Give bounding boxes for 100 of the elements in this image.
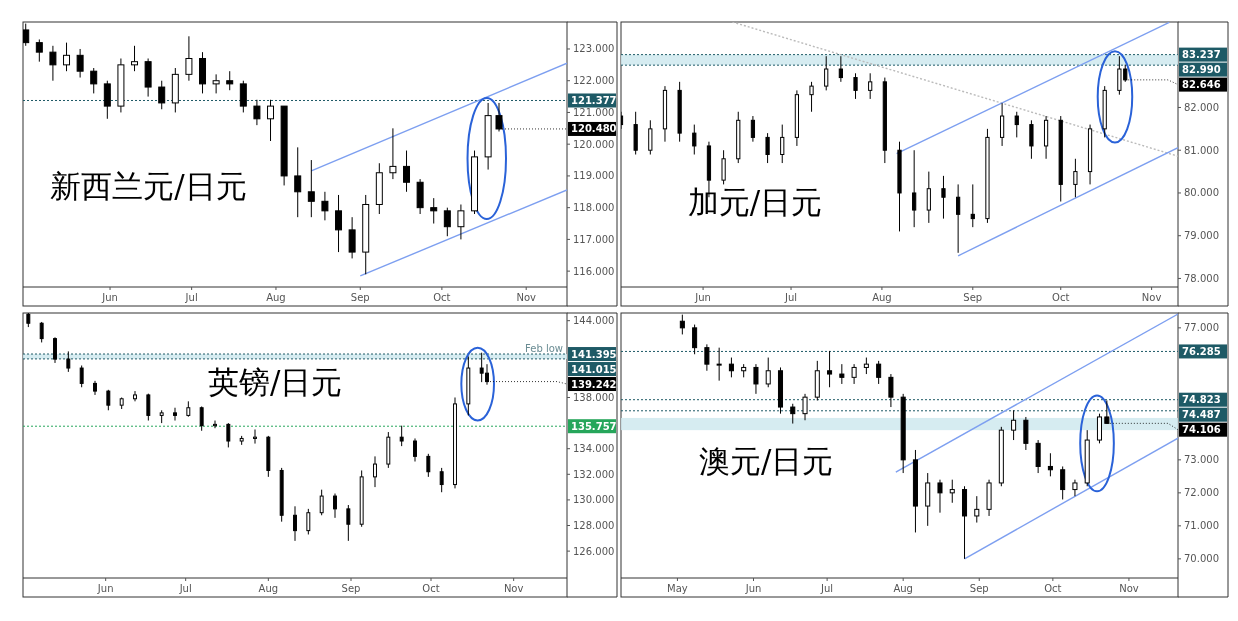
y-tick-label: 72.000	[1184, 487, 1219, 499]
candlestick	[838, 55, 843, 83]
candlestick	[1104, 399, 1110, 425]
candlestick	[716, 347, 722, 382]
candlestick	[1072, 479, 1078, 497]
candlestick	[226, 70, 234, 91]
candlestick	[750, 115, 756, 143]
candlestick	[956, 183, 961, 254]
candlestick	[765, 357, 771, 388]
candlestick	[753, 363, 759, 395]
candlestick	[53, 336, 57, 364]
text: 英镑/日元	[207, 363, 343, 400]
candlestick	[413, 437, 417, 462]
annotation: 82.646	[1182, 79, 1221, 91]
x-tick-label: Sep	[969, 583, 989, 594]
candlestick	[373, 455, 377, 488]
candlestick	[1060, 465, 1066, 500]
y-tick-label: 118.000	[573, 202, 615, 214]
y-tick-label: 120.000	[573, 138, 615, 150]
x-tick-label: Oct	[1044, 583, 1062, 594]
candlestick	[648, 119, 653, 155]
band-label: Feb low	[525, 343, 563, 355]
x-tick-label: Nov	[1141, 292, 1162, 303]
x-tick-label: Sep	[341, 583, 361, 594]
y-tick-label: 77.000	[1184, 322, 1219, 334]
candlestick	[692, 324, 698, 355]
candlestick	[728, 357, 734, 378]
candlestick	[63, 42, 71, 72]
candlestick	[853, 72, 858, 100]
candlestick	[888, 373, 894, 408]
candlestick	[403, 150, 411, 193]
x-tick-label: Jul	[184, 292, 198, 303]
candlestick	[827, 350, 833, 388]
ref-line-label: 121.377	[571, 94, 617, 106]
candlestick	[319, 489, 324, 516]
y-tick-label: 81.000	[1184, 144, 1219, 156]
candlestick	[1096, 413, 1102, 444]
candlestick	[721, 149, 726, 185]
candlestick	[293, 505, 297, 542]
candlestick	[1014, 111, 1019, 138]
candlestick	[999, 102, 1005, 147]
ref-line-label: 74.487	[1182, 409, 1221, 421]
candlestick	[213, 420, 217, 429]
y-tick-label: 128.000	[573, 520, 615, 532]
candlestick	[76, 48, 84, 79]
candlestick	[103, 80, 111, 120]
ref-line-label: 135.757	[571, 420, 617, 432]
candlestick	[970, 183, 975, 228]
x-tick-label: Aug	[893, 583, 913, 594]
candlestick	[704, 343, 710, 372]
candlestick	[253, 429, 257, 445]
candlestick	[692, 124, 697, 155]
candlestick	[1011, 409, 1017, 441]
ref-line-label: 76.285	[1182, 345, 1221, 357]
x-tick-label: Sep	[963, 292, 983, 303]
x-tick-label: Oct	[1052, 292, 1070, 303]
candlestick	[35, 38, 43, 63]
annotation: 120.480	[571, 123, 617, 135]
x-tick-label: May	[667, 583, 688, 594]
y-tick-label: 119.000	[573, 170, 615, 182]
ref-line-label: 82.990	[1182, 64, 1221, 76]
candlestick	[457, 203, 465, 240]
x-tick-label: Aug	[266, 292, 286, 303]
x-tick-label: Jul	[820, 583, 834, 594]
text: 新西兰元/日元	[50, 167, 247, 204]
x-tick-label: Aug	[258, 583, 279, 594]
x-tick-label: Nov	[516, 292, 537, 303]
candlestick	[809, 81, 814, 113]
candlestick	[1029, 119, 1034, 160]
ref-line-label: 141.015	[571, 363, 617, 375]
y-tick-label: 122.000	[573, 75, 615, 87]
candlestick	[399, 425, 404, 447]
y-tick-label: 121.000	[573, 106, 615, 118]
candlestick	[824, 55, 829, 91]
candlestick	[1023, 416, 1029, 451]
y-tick-label: 73.000	[1184, 454, 1219, 466]
annotation: 139.242	[571, 378, 617, 390]
candlestick	[1035, 439, 1041, 474]
x-tick-label: Jun	[96, 583, 114, 594]
candlestick	[926, 171, 931, 224]
candlestick	[239, 80, 247, 113]
candlestick	[974, 495, 980, 524]
candlestick	[79, 364, 84, 388]
y-tick-label: 144.000	[573, 315, 615, 327]
candlestick	[851, 363, 857, 385]
y-tick-label: 138.000	[573, 391, 615, 403]
candlestick	[443, 207, 451, 237]
candlestick	[226, 422, 231, 448]
candlestick	[941, 175, 946, 220]
candlestick	[1047, 452, 1053, 477]
x-tick-label: Jun	[101, 292, 118, 303]
candlestick	[765, 132, 770, 164]
candlestick	[66, 350, 71, 373]
candlestick	[912, 149, 917, 228]
x-tick-label: Sep	[350, 292, 370, 303]
y-tick-label: 123.000	[573, 43, 615, 55]
candlestick	[949, 479, 955, 504]
candlestick	[937, 479, 943, 514]
y-tick-label: 71.000	[1184, 520, 1219, 532]
ref-line-label: 74.823	[1182, 394, 1221, 406]
